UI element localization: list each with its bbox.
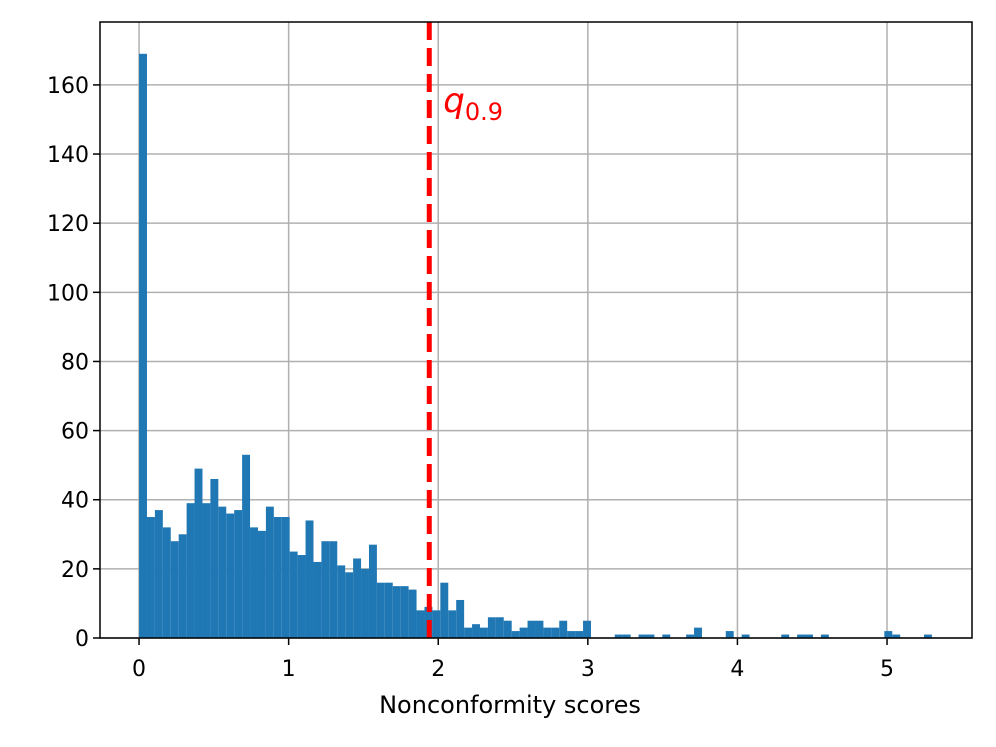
bar: [511, 631, 520, 638]
bar: [781, 634, 790, 638]
quantile-subscript: 0.9: [465, 98, 503, 126]
bar: [487, 617, 496, 638]
bar: [257, 530, 266, 638]
bar: [535, 620, 544, 638]
bar: [638, 634, 647, 638]
bar: [178, 534, 187, 638]
x-axis-label: Nonconformity scores: [379, 691, 641, 719]
bar: [297, 555, 306, 638]
y-tick-label: 120: [47, 212, 89, 237]
bar: [416, 610, 425, 638]
y-tick-label: 40: [61, 489, 89, 514]
y-tick-label: 60: [61, 420, 89, 445]
bar: [694, 627, 702, 638]
bar: [400, 586, 409, 638]
bar: [162, 527, 171, 638]
bar: [805, 634, 813, 638]
y-tick-label: 100: [47, 281, 89, 306]
bar: [194, 468, 203, 638]
bar: [234, 510, 243, 638]
x-tick-label: 4: [730, 657, 744, 682]
bar: [567, 631, 576, 638]
y-tick-label: 20: [61, 558, 89, 583]
bar: [820, 634, 829, 638]
bar: [170, 541, 179, 638]
bar: [353, 558, 362, 638]
y-tick-label: 160: [47, 74, 89, 99]
bar: [686, 634, 695, 638]
y-tick-label: 140: [47, 143, 89, 168]
bar: [543, 627, 552, 638]
y-tick-label: 0: [75, 627, 89, 652]
bar: [329, 541, 338, 638]
bar: [289, 551, 298, 638]
bar: [361, 568, 369, 638]
bar: [464, 627, 473, 638]
bar: [583, 620, 591, 638]
bar: [250, 527, 258, 638]
bar: [797, 634, 806, 638]
bar: [622, 634, 631, 638]
bar: [273, 517, 282, 638]
bar: [321, 541, 330, 638]
bar: [884, 631, 893, 638]
bar: [440, 582, 449, 638]
x-tick-label: 0: [132, 657, 146, 682]
bar: [527, 620, 536, 638]
bar: [892, 634, 901, 638]
bar: [472, 624, 480, 638]
bar: [345, 572, 354, 638]
bar: [202, 503, 211, 638]
x-tick-label: 2: [431, 657, 445, 682]
bar: [575, 631, 584, 638]
bar: [368, 544, 377, 638]
bar: [392, 586, 401, 638]
bar: [495, 617, 504, 638]
bar: [226, 513, 235, 638]
bar: [186, 503, 195, 638]
bar: [408, 589, 417, 638]
y-tick-label: 80: [61, 350, 89, 375]
bar: [384, 582, 393, 638]
bar: [313, 561, 322, 638]
bar: [479, 627, 488, 638]
quantile-symbol: q: [443, 81, 465, 121]
bar: [614, 634, 623, 638]
bar: [218, 506, 227, 638]
bar: [923, 634, 932, 638]
bar: [146, 517, 155, 638]
bar: [265, 506, 274, 638]
bar: [281, 517, 290, 638]
bar: [503, 620, 512, 638]
bar: [519, 627, 528, 638]
plot-frame: [99, 21, 973, 639]
bar: [337, 565, 346, 638]
bar: [559, 620, 568, 638]
quantile-label: q0.9: [443, 81, 503, 126]
bar: [305, 520, 314, 638]
x-tick-label: 3: [581, 657, 595, 682]
bar: [456, 599, 465, 638]
bar: [242, 454, 251, 638]
bar: [154, 510, 163, 638]
bar: [139, 53, 147, 638]
x-tick-label: 1: [282, 657, 296, 682]
bar: [725, 631, 734, 638]
bar: [741, 634, 750, 638]
bar: [662, 634, 671, 638]
bar: [448, 610, 457, 638]
bar: [646, 634, 655, 638]
x-tick-label: 5: [880, 657, 894, 682]
bar: [210, 478, 219, 638]
bar: [551, 627, 560, 638]
bar: [376, 582, 385, 638]
bar: [432, 610, 441, 638]
